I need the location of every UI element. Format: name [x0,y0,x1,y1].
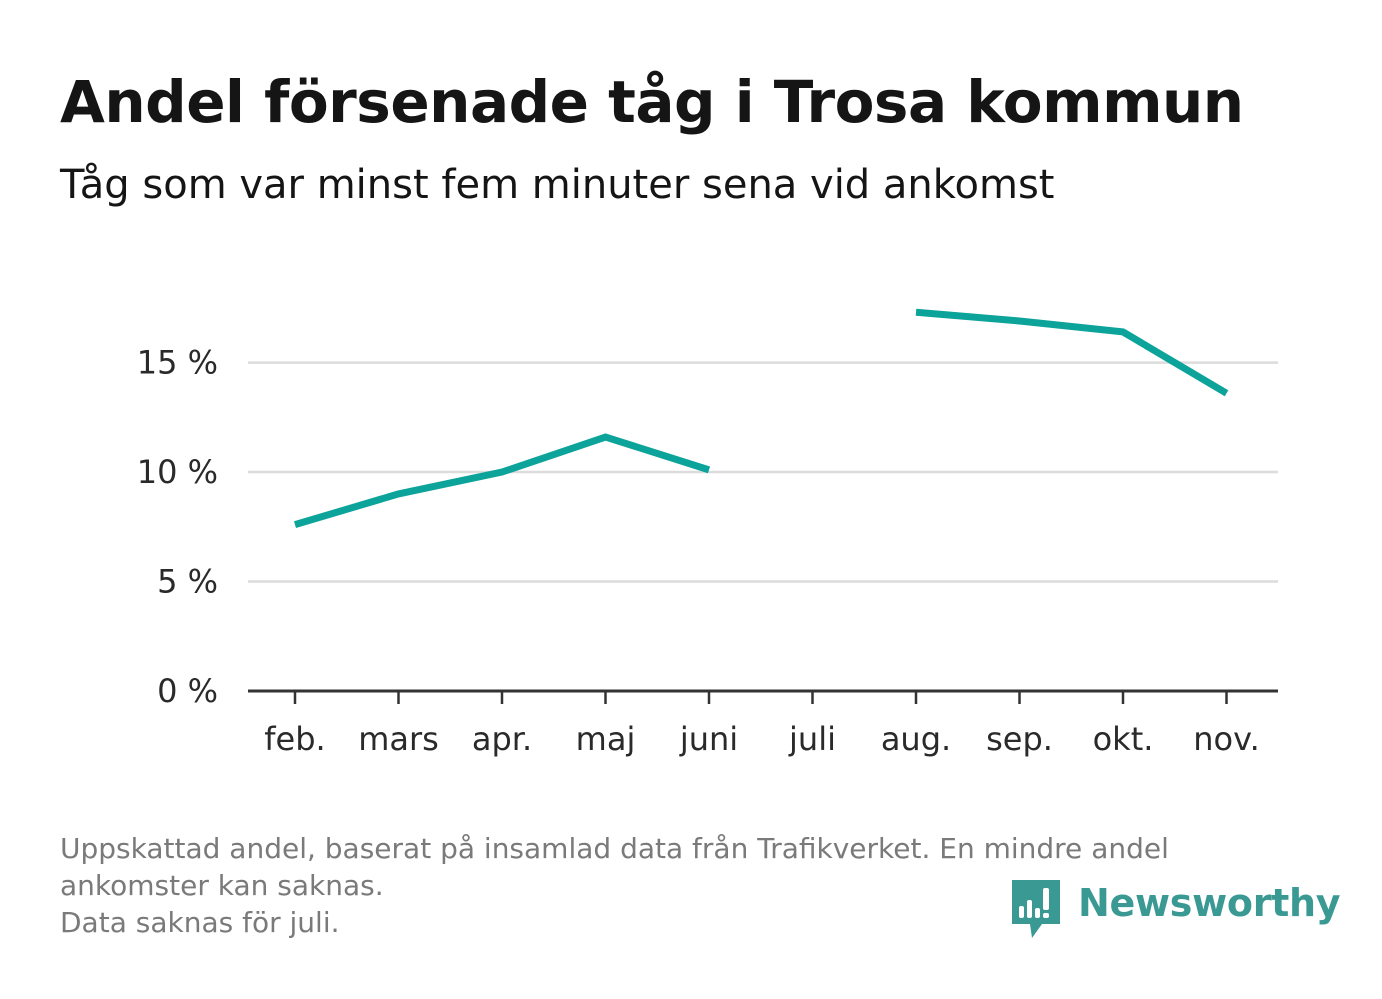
x-tick-label: nov. [1193,720,1259,758]
x-tick-label: okt. [1093,720,1154,758]
newsworthy-logo-icon [1012,880,1060,938]
series-lines [294,308,1229,528]
series-line [294,433,711,528]
x-tick-label: mars [358,720,439,758]
gridlines [248,361,1278,583]
y-tick-label: 5 % [157,563,218,601]
x-tick-label: juni [679,720,738,758]
x-axis [248,689,1278,704]
x-tick-label: juli [788,720,836,758]
x-tick-label: sep. [986,720,1053,758]
x-tick-label: apr. [472,720,532,758]
series-line [915,308,1229,397]
chart-subtitle: Tåg som var minst fem minuter sena vid a… [60,162,1055,208]
y-tick-label: 15 % [137,344,218,382]
y-axis-labels: 0 % 5 % 10 % 15 % [137,344,218,710]
chart-title: Andel försenade tåg i Trosa kommun [60,68,1244,136]
x-tick-label: feb. [264,720,325,758]
x-tick-label: maj [576,720,636,758]
footnote-line-1: Uppskattad andel, baserat på insamlad da… [60,832,1169,865]
x-axis-labels: feb. mars apr. maj juni juli aug. sep. okt. nov. [264,720,1259,758]
newsworthy-brand: Newsworthy [1012,880,1341,940]
brand-name: Newsworthy [1078,881,1341,925]
y-tick-label: 0 % [157,672,218,710]
x-tick-label: aug. [881,720,951,758]
footnote: Uppskattad andel, baserat på insamlad da… [60,830,1320,941]
footnote-line-2: ankomster kan saknas. [60,869,384,902]
footnote-line-3: Data saknas för juli. [60,906,340,939]
y-tick-label: 10 % [137,453,218,491]
